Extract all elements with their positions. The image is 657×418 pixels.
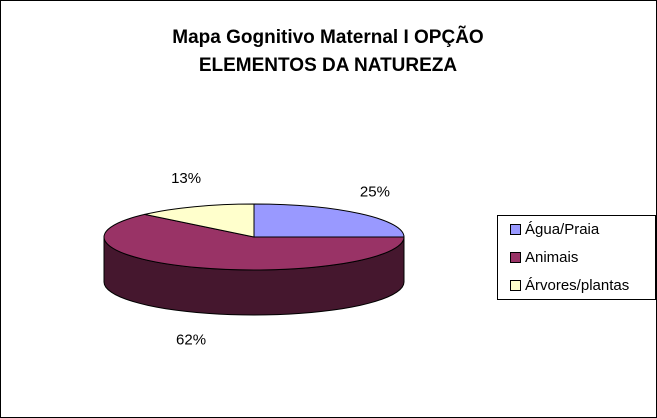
data-label: 13% [171, 170, 201, 187]
legend-label: Árvores/plantas [525, 277, 629, 294]
legend-box [497, 215, 656, 300]
data-label: 25% [360, 183, 390, 200]
data-label: 62% [176, 332, 206, 349]
chart-title: ELEMENTOS DA NATUREZA [199, 55, 458, 76]
legend-swatch [510, 252, 521, 263]
chart-title: Mapa Gognitivo Maternal I OPÇÃO [172, 26, 483, 48]
slice [103, 213, 405, 271]
legend-swatch [510, 224, 521, 235]
slice [253, 203, 405, 238]
slice [144, 203, 255, 238]
legend-label: Animais [525, 249, 578, 266]
legend-label: Água/Praia [525, 221, 600, 238]
legend-swatch [510, 280, 521, 291]
